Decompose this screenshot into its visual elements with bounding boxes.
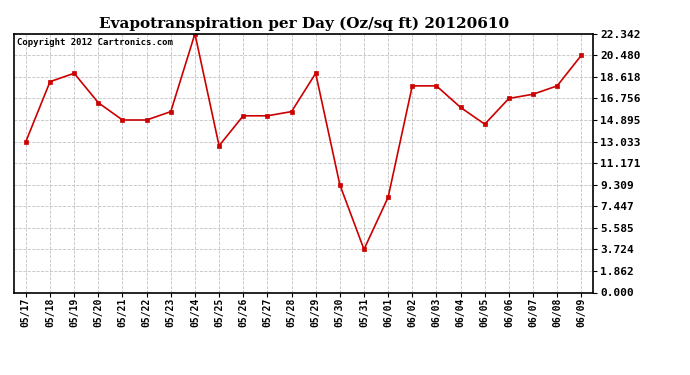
Title: Evapotranspiration per Day (Oz/sq ft) 20120610: Evapotranspiration per Day (Oz/sq ft) 20… bbox=[99, 17, 509, 31]
Text: Copyright 2012 Cartronics.com: Copyright 2012 Cartronics.com bbox=[17, 38, 172, 46]
